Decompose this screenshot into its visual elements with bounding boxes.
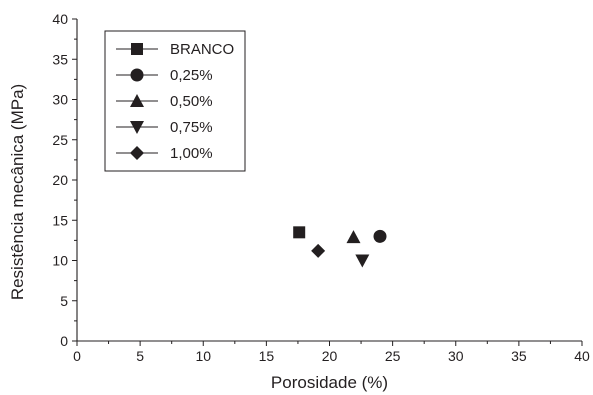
data-point-triangle-up [346,230,361,244]
x-tick-label: 30 [448,348,464,364]
legend-label: BRANCO [170,41,234,58]
legend-marker-circle [130,68,144,82]
legend-marker-triangle-down [130,121,144,134]
y-tick-label: 5 [60,293,68,309]
y-tick-label: 0 [60,333,68,349]
y-axis: 0 5 10 15 20 25 30 35 40 [52,11,77,349]
x-tick-label: 0 [73,348,81,364]
legend-label: 0,25% [170,67,213,84]
legend: BRANCO 0,25% 0,50% 0,75% 1,00% [104,30,246,172]
y-tick-label: 10 [52,253,68,269]
y-axis-title: Resistência mecânica (MPa) [8,84,27,300]
x-tick-label: 25 [385,348,401,364]
x-axis: 0 5 10 15 20 25 30 35 40 [73,341,590,364]
data-points [293,226,387,268]
legend-label: 0,75% [170,119,213,136]
legend-marker-triangle-up [130,94,144,107]
data-point-triangle-down [355,254,370,268]
y-tick-label: 15 [52,212,68,228]
x-tick-label: 15 [259,348,275,364]
legend-label: 1,00% [170,145,213,162]
y-tick-label: 25 [52,132,68,148]
data-point-circle [373,229,387,243]
data-point-square [293,226,306,239]
x-tick-label: 35 [511,348,527,364]
y-tick-label: 30 [52,92,68,108]
x-tick-label: 40 [574,348,590,364]
legend-label: 0,50% [170,93,213,110]
legend-marker-square [131,43,143,55]
data-point-diamond [311,243,326,258]
legend-marker-diamond [130,146,144,160]
x-axis-title: Porosidade (%) [271,373,388,392]
y-tick-label: 40 [52,11,68,27]
y-tick-label: 35 [52,51,68,67]
x-tick-label: 5 [136,348,144,364]
y-tick-label: 20 [52,172,68,188]
x-tick-label: 20 [322,348,338,364]
x-tick-label: 10 [195,348,211,364]
